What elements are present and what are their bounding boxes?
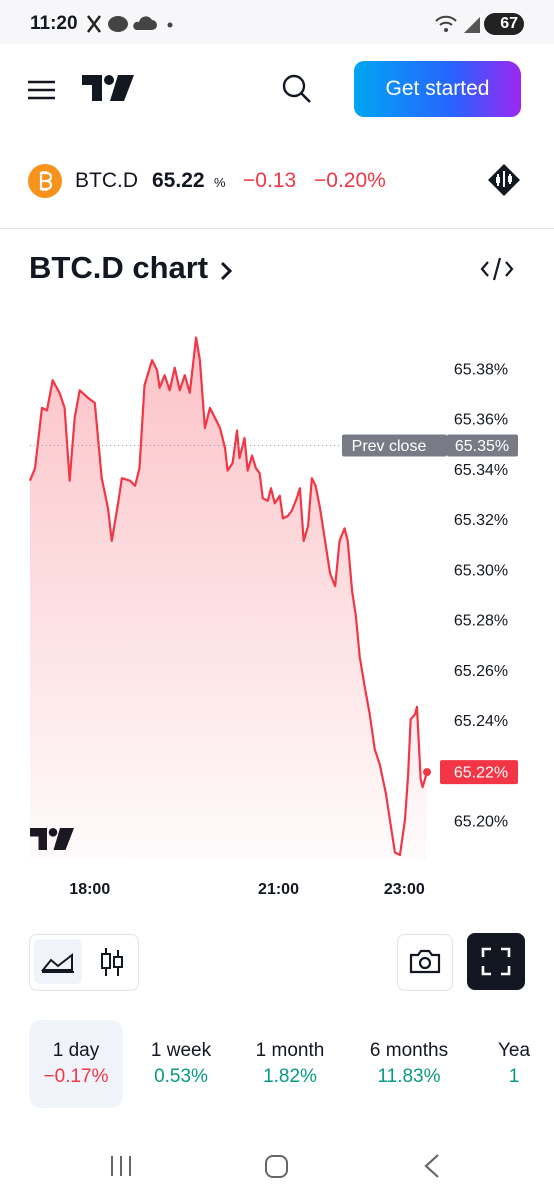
status-signal [435,15,480,33]
period-change: 0.53% [154,1066,208,1087]
period-tab[interactable]: Yea 1 [454,1020,554,1108]
battery-level: 67 [500,15,518,32]
y-tick-label: 65.32% [454,512,508,529]
menu-icon[interactable] [28,80,56,100]
period-tab[interactable]: 6 months 11.83% [349,1020,469,1108]
status-time: 11:20 [30,13,78,34]
x-tick-label: 21:00 [258,881,299,898]
chart-type-switch [29,934,139,991]
line-chart-icon [40,952,74,973]
y-tick-label: 65.36% [454,412,508,429]
embed-icon[interactable] [480,256,514,282]
battery: 67 [484,13,524,35]
navigation-bar [111,1154,439,1178]
last-price-tag [440,760,518,785]
period-label: 1 week [150,1040,212,1061]
snapshot-button[interactable] [397,934,453,991]
price-line [28,336,429,857]
fullscreen-icon [481,947,511,976]
x-tick-label: 18:00 [69,881,110,898]
divider [0,228,554,229]
y-tick-label: 65.20% [454,814,508,831]
last-price-label: 65.22% [454,764,508,781]
get-started-button[interactable]: Get started [354,61,521,117]
chevron [220,261,233,281]
candle-chart-button[interactable] [92,940,132,984]
prev-close-tag [342,434,447,457]
area-fill [30,337,427,861]
period-tab[interactable]: 1 month 1.82% [230,1020,350,1108]
bitcoin-icon [28,164,62,198]
prev-close-value-tag [447,434,518,457]
y-tick-label: 65.30% [454,562,508,579]
chart-section-title[interactable]: BTC.D chart [29,250,209,285]
prev-close-title: Prev close [352,438,427,455]
x-tick-label: 23:00 [384,881,425,898]
ticker-unit: % [214,175,226,190]
status-icons [87,15,173,33]
alert-icon[interactable] [486,162,522,198]
y-tick-label: 65.38% [454,361,508,378]
logo[interactable] [82,75,134,101]
period-change: 1.82% [263,1066,317,1087]
search-icon[interactable] [281,73,313,105]
camera-icon [409,949,441,974]
period-tab[interactable]: 1 day −0.17% [29,1020,123,1108]
ticker-change-percent: −0.20% [314,169,386,192]
ticker-price: 65.22 [152,169,205,192]
period-label: 1 day [52,1040,100,1061]
last-price-dot [423,768,431,777]
period-tab[interactable]: 1 week 0.53% [121,1020,241,1108]
prev-close-label: 65.35% [455,438,509,455]
period-label: 6 months [369,1040,449,1061]
period-label: 1 month [255,1040,325,1061]
line-chart-button[interactable] [34,939,82,984]
y-tick-label: 65.28% [454,613,508,630]
period-label: Yea [497,1040,531,1061]
chart: 65.20% 65.22% 65.24% 65.26% 65.28% 65.30% 65.3… [28,336,518,898]
y-tick-label: 65.26% [454,663,508,680]
period-change: 1 [508,1066,520,1087]
ticker-change: −0.13 [243,169,297,192]
period-change: 11.83% [377,1066,441,1087]
fullscreen-button[interactable] [467,933,525,990]
period-change: −0.17% [43,1066,109,1087]
y-tick-label: 65.34% [454,462,508,479]
ticker-symbol: BTC.D [75,169,138,192]
y-tick-label: 65.24% [454,713,508,730]
